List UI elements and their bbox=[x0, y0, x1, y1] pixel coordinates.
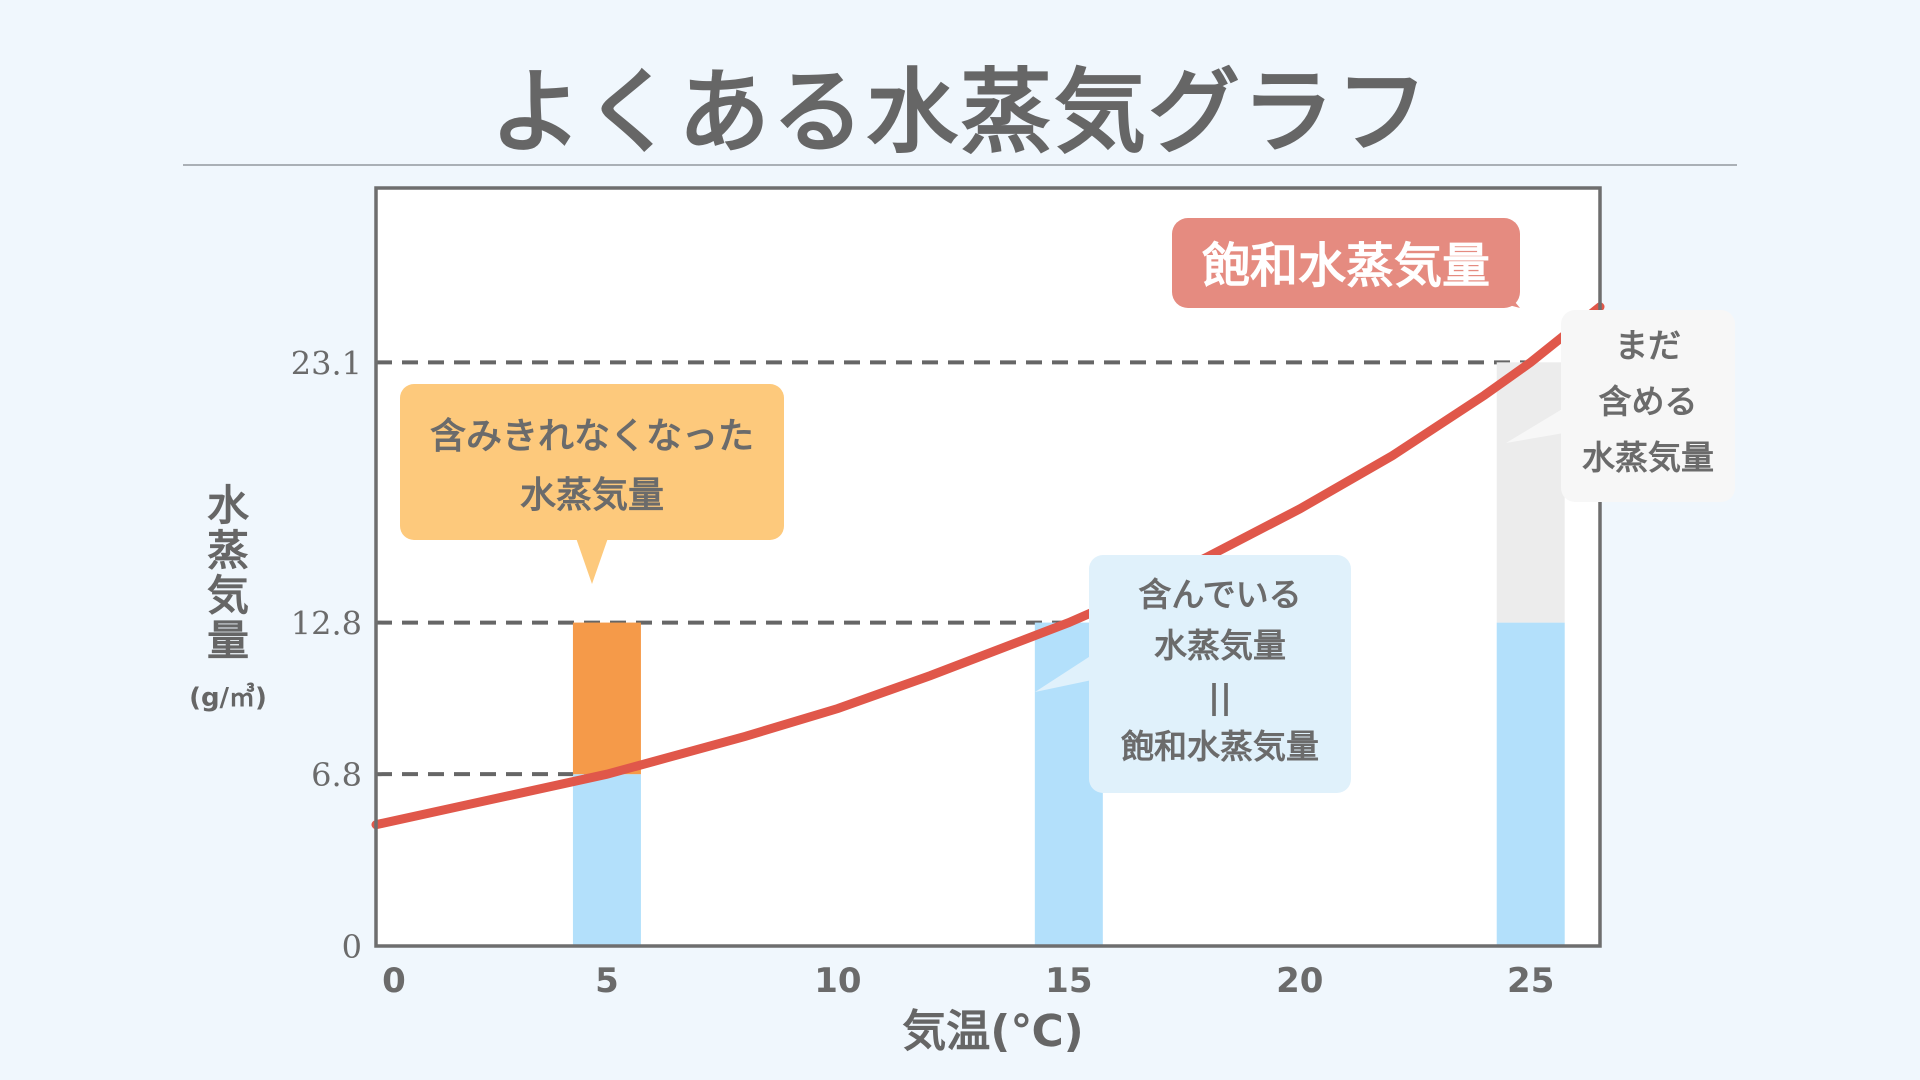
x-axis-title: 気温(℃) bbox=[902, 1006, 1084, 1057]
y-axis-title-char: 量 bbox=[207, 616, 249, 665]
callout-remaining-line3: 水蒸気量 bbox=[1582, 438, 1714, 477]
callout-contained: 含んでいる 水蒸気量 || 飽和水蒸気量 bbox=[1035, 555, 1351, 793]
x-tick-label: 25 bbox=[1507, 961, 1554, 1001]
y-axis-title-char: 蒸 bbox=[207, 526, 249, 575]
plot-frame bbox=[374, 186, 1602, 948]
x-tick-label: 10 bbox=[814, 961, 861, 1001]
callout-contained-line3: || bbox=[1208, 677, 1232, 716]
page-title: よくある水蒸気グラフ bbox=[489, 59, 1430, 166]
callout-remaining: まだ 含める 水蒸気量 bbox=[1506, 310, 1735, 502]
callout-remaining-line2: 含める bbox=[1599, 382, 1698, 421]
x-tick-label: 20 bbox=[1276, 961, 1323, 1001]
x-ticks: 0 5 10 15 20 25 bbox=[382, 961, 1554, 1001]
saturation-curve bbox=[371, 302, 1605, 830]
bar-segment-contained-vapor bbox=[1496, 622, 1565, 946]
x-tick-label: 5 bbox=[595, 961, 619, 1001]
bar-segment-remaining-capacity bbox=[1496, 362, 1565, 623]
y-tick-label: 0 bbox=[342, 928, 362, 966]
callout-excess-line1: 含みきれなくなった bbox=[430, 416, 754, 457]
callout-contained-line1: 含んでいる bbox=[1138, 575, 1301, 614]
callout-contained-line4: 飽和水蒸気量 bbox=[1121, 727, 1319, 766]
y-tick-label: 12.8 bbox=[291, 605, 362, 643]
y-tick-label: 6.8 bbox=[311, 756, 362, 794]
x-tick-label: 0 bbox=[382, 961, 406, 1001]
callout-contained-line2: 水蒸気量 bbox=[1154, 626, 1286, 665]
callout-remaining-line1: まだ bbox=[1615, 326, 1681, 365]
y-ticks: 0 6.8 12.8 23.1 bbox=[291, 344, 362, 966]
callout-saturation: 飽和水蒸気量 bbox=[1172, 218, 1520, 308]
y-axis-title-char: 気 bbox=[207, 571, 249, 620]
y-axis-title-char: 水 bbox=[207, 481, 250, 530]
y-axis-unit: (g/㎥) bbox=[189, 682, 267, 713]
x-tick-label: 15 bbox=[1045, 961, 1092, 1001]
callout-excess: 含みきれなくなった 水蒸気量 bbox=[400, 384, 784, 584]
y-axis-title: 水 蒸 気 量 (g/㎥) bbox=[189, 481, 267, 713]
reference-lines bbox=[376, 360, 1531, 777]
bar-segment-contained-vapor bbox=[572, 774, 641, 946]
title-divider bbox=[183, 164, 1737, 166]
bar-segment-excess-vapor bbox=[572, 622, 641, 775]
y-tick-label: 23.1 bbox=[291, 344, 362, 382]
callout-saturation-text: 飽和水蒸気量 bbox=[1202, 238, 1490, 294]
callout-excess-line2: 水蒸気量 bbox=[520, 475, 664, 516]
